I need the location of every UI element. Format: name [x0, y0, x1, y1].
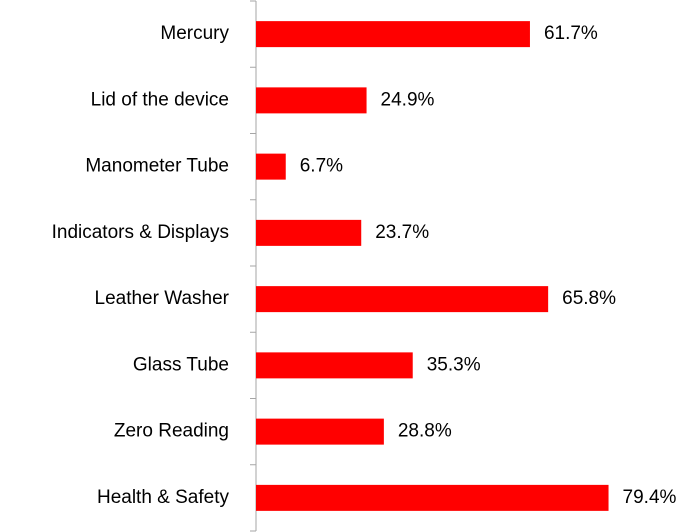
value-label: 61.7%	[544, 23, 598, 44]
value-label: 79.4%	[623, 487, 677, 508]
value-label: 35.3%	[427, 354, 481, 375]
value-label: 23.7%	[375, 222, 429, 243]
bar	[256, 87, 367, 114]
bar	[256, 484, 609, 511]
value-label: 28.8%	[398, 421, 452, 442]
bar	[256, 418, 384, 445]
bar	[256, 219, 362, 246]
category-label: Manometer Tube	[85, 156, 229, 177]
category-label: Health & Safety	[97, 487, 230, 508]
category-label: Glass Tube	[133, 354, 229, 375]
value-label: 24.9%	[381, 89, 435, 110]
bar	[256, 153, 286, 180]
category-label: Mercury	[160, 23, 229, 44]
category-label: Zero Reading	[114, 421, 229, 442]
bar	[256, 352, 413, 379]
category-label: Lid of the device	[91, 89, 229, 110]
value-label: 65.8%	[562, 288, 616, 309]
bar	[256, 21, 530, 48]
category-label: Indicators & Displays	[52, 222, 229, 243]
value-label: 6.7%	[300, 156, 343, 177]
bar	[256, 286, 549, 313]
category-label: Leather Washer	[95, 288, 230, 309]
